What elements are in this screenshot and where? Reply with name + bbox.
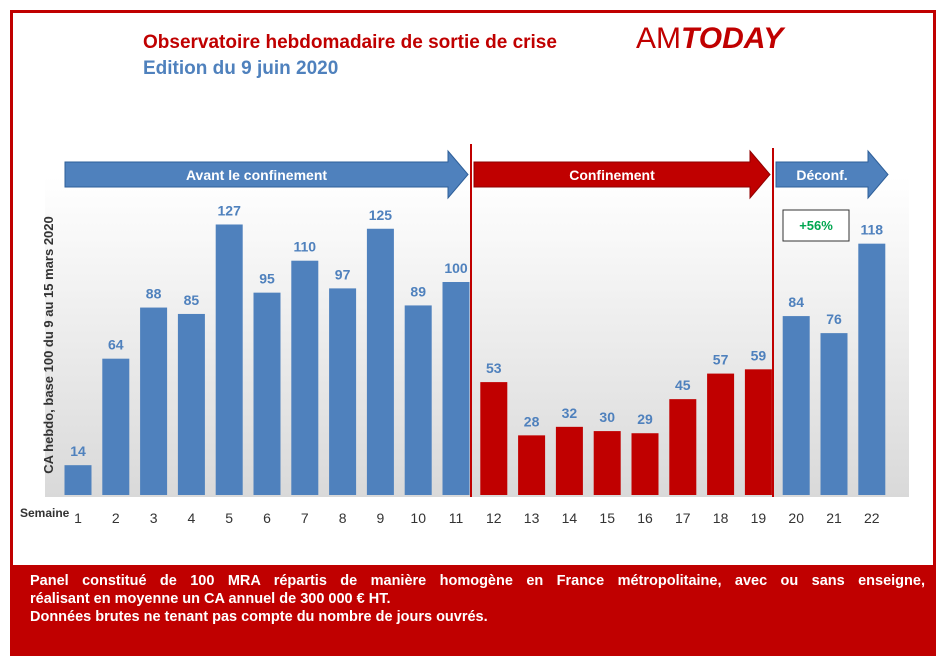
x-tick-label: 14: [562, 510, 578, 526]
bar: [707, 373, 735, 495]
x-tick-label: 7: [301, 510, 309, 526]
data-label: 84: [788, 294, 804, 310]
y-axis-label: CA hebdo, base 100 du 9 au 15 mars 2020: [41, 216, 56, 473]
x-tick-label: 13: [524, 510, 540, 526]
data-label: 28: [524, 413, 540, 429]
data-label: 14: [70, 443, 86, 459]
data-label: 32: [562, 405, 578, 421]
phase-label: Déconf.: [796, 167, 847, 183]
data-label: 118: [861, 222, 884, 238]
footer-line-3: Données brutes ne tenant pas compte du n…: [30, 609, 488, 625]
x-tick-label: 6: [263, 510, 271, 526]
footer-line-1: Panel constitué de 100 MRA répartis de m…: [30, 573, 925, 589]
bar: [291, 260, 319, 495]
data-label: 110: [294, 239, 317, 255]
bar: [177, 313, 205, 495]
data-label: 64: [108, 337, 124, 353]
x-axis-title: Semaine: [20, 506, 70, 520]
logo-am: AM: [636, 22, 681, 55]
footer-note: Panel constitué de 100 MRA répartis de m…: [13, 565, 933, 653]
data-label: 57: [713, 352, 729, 368]
bar: [669, 399, 697, 495]
bar: [404, 305, 432, 495]
x-tick-label: 21: [826, 510, 842, 526]
bar: [782, 316, 810, 495]
phase-arrow: [473, 149, 771, 200]
data-label: 127: [218, 202, 242, 218]
phase-arrow: [775, 149, 889, 200]
data-label: 89: [410, 283, 426, 299]
x-tick-label: 20: [788, 510, 804, 526]
bar: [329, 288, 357, 495]
x-tick-label: 11: [449, 510, 464, 526]
x-tick-label: 8: [339, 510, 347, 526]
x-tick-label: 10: [410, 510, 426, 526]
logo-today: TODAY: [681, 22, 784, 55]
data-label: 29: [637, 411, 653, 427]
bar: [215, 224, 243, 496]
plot-area: [45, 177, 909, 497]
data-label: 45: [675, 377, 691, 393]
x-tick-label: 4: [188, 510, 196, 526]
data-label: 85: [184, 292, 200, 308]
data-label: 95: [259, 271, 275, 287]
x-tick-label: 18: [713, 510, 729, 526]
bar: [102, 358, 130, 495]
x-tick-label: 3: [150, 510, 158, 526]
data-label: 76: [826, 311, 842, 327]
bar: [140, 307, 168, 495]
x-tick-label: 9: [377, 510, 385, 526]
phase-arrow: [64, 149, 469, 200]
bar: [253, 292, 281, 495]
x-tick-label: 2: [112, 510, 120, 526]
data-label: 59: [751, 347, 767, 363]
bar: [858, 243, 886, 495]
bar: [744, 369, 772, 495]
amtoday-logo: AMTODAY: [636, 22, 783, 56]
bar: [593, 431, 621, 495]
phase-label: Avant le confinement: [186, 167, 327, 183]
x-tick-label: 5: [225, 510, 233, 526]
data-label: 88: [146, 286, 162, 302]
bar: [820, 333, 848, 495]
chart-subtitle: Edition du 9 juin 2020: [143, 58, 339, 79]
data-label: 100: [444, 260, 468, 276]
phase-label: Confinement: [569, 167, 655, 183]
x-tick-label: 19: [751, 510, 767, 526]
chart-title: Observatoire hebdomadaire de sortie de c…: [143, 32, 557, 53]
bar: [518, 435, 546, 495]
annotation-box: [782, 209, 850, 242]
data-label: 97: [335, 266, 351, 282]
data-label: 53: [486, 360, 502, 376]
annotation-text: +56%: [799, 218, 833, 233]
x-tick-label: 16: [637, 510, 653, 526]
x-tick-label: 1: [74, 510, 82, 526]
x-tick-label: 15: [599, 510, 615, 526]
data-label: 30: [599, 409, 615, 425]
x-tick-label: 12: [486, 510, 502, 526]
bar: [442, 282, 470, 495]
bar: [64, 465, 92, 495]
bar: [631, 433, 659, 495]
x-tick-label: 22: [864, 510, 880, 526]
bar: [480, 382, 508, 495]
bar: [555, 426, 583, 495]
data-label: 125: [369, 207, 393, 223]
bar: [366, 228, 394, 495]
x-tick-label: 17: [675, 510, 691, 526]
footer-line-2: réalisant en moyenne un CA annuel de 300…: [30, 591, 391, 607]
